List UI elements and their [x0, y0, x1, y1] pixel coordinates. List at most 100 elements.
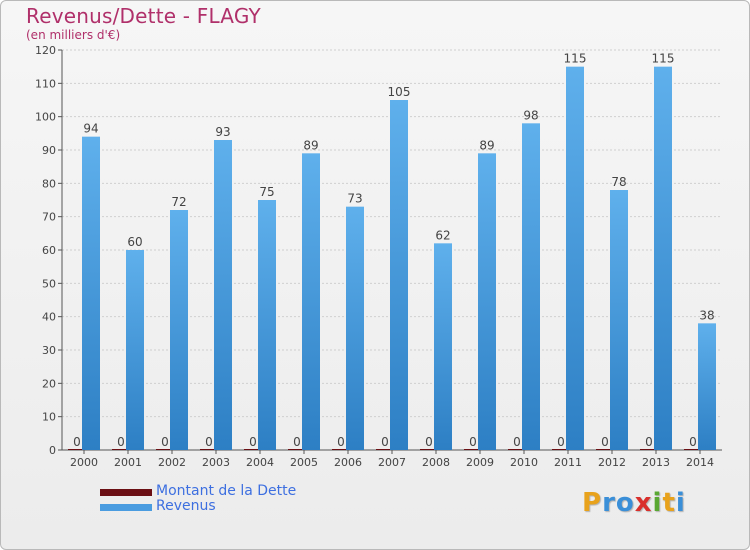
bar-dette [376, 449, 394, 450]
bar-revenus [434, 243, 452, 450]
bar-revenus [126, 250, 144, 450]
x-tick-label: 2002 [158, 456, 186, 469]
data-label-revenus: 115 [564, 52, 587, 66]
x-tick-label: 2012 [598, 456, 626, 469]
data-label-dette: 0 [557, 435, 565, 449]
x-tick-label: 2011 [554, 456, 582, 469]
x-tick-label: 2000 [70, 456, 98, 469]
y-tick-label: 20 [42, 377, 56, 390]
data-label-dette: 0 [337, 435, 345, 449]
x-tick-label: 2009 [466, 456, 494, 469]
data-label-revenus: 62 [435, 228, 450, 242]
bar-revenus [654, 66, 672, 451]
bar-revenus [170, 210, 188, 450]
bars [68, 66, 716, 451]
bar-revenus [214, 140, 232, 450]
bar-dette [68, 449, 86, 450]
logo-letter: i [675, 488, 686, 518]
bar-dette [332, 449, 350, 450]
bar-revenus [566, 66, 584, 451]
bar-dette [508, 449, 526, 450]
data-label-dette: 0 [601, 435, 609, 449]
data-label-revenus: 93 [215, 125, 230, 139]
bar-revenus [522, 123, 540, 450]
bar-dette [156, 449, 174, 450]
data-label-dette: 0 [513, 435, 521, 449]
data-label-dette: 0 [645, 435, 653, 449]
legend-swatch-dette [100, 489, 152, 496]
labels: 0 10 20 30 40 50 60 70 80 90 100 110 120 0 94 2000 0 60 20… [35, 44, 715, 469]
x-tick-label: 2001 [114, 456, 142, 469]
data-label-dette: 0 [381, 435, 389, 449]
bar-revenus [346, 206, 364, 450]
data-label-revenus: 89 [303, 138, 318, 152]
bar-dette [596, 449, 614, 450]
y-tick-label: 60 [42, 244, 56, 257]
bar-dette [640, 449, 658, 450]
data-label-dette: 0 [469, 435, 477, 449]
data-label-revenus: 72 [171, 195, 186, 209]
logo-letter: x [634, 488, 653, 518]
data-label-revenus: 98 [523, 108, 538, 122]
y-tick-label: 0 [49, 444, 56, 457]
logo-letter: r [602, 488, 616, 518]
chart-title: Revenus/Dette - FLAGY [26, 4, 261, 28]
data-label-revenus: 75 [259, 185, 274, 199]
data-label-revenus: 78 [611, 175, 626, 189]
x-tick-label: 2007 [378, 456, 406, 469]
x-tick-label: 2003 [202, 456, 230, 469]
x-tick-label: 2008 [422, 456, 450, 469]
chart-subtitle: (en milliers d'€) [26, 28, 121, 42]
data-label-revenus: 115 [652, 52, 675, 66]
data-label-dette: 0 [249, 435, 257, 449]
legend-label-dette: Montant de la Dette [156, 483, 297, 499]
x-tick-label: 2014 [686, 456, 714, 469]
y-tick-label: 30 [42, 344, 56, 357]
bar-revenus [610, 190, 628, 450]
data-label-revenus: 89 [479, 138, 494, 152]
y-tick-label: 80 [42, 177, 56, 190]
data-label-dette: 0 [205, 435, 213, 449]
bar-dette [200, 449, 218, 450]
y-tick-label: 50 [42, 277, 56, 290]
data-label-revenus: 38 [699, 308, 714, 322]
bar-revenus [302, 153, 320, 451]
proxiti-logo: Proxiti [582, 488, 686, 518]
logo-letter: o [615, 488, 635, 518]
y-tick-label: 70 [42, 211, 56, 224]
y-tick-label: 40 [42, 311, 56, 324]
y-tick-label: 10 [42, 411, 56, 424]
x-tick-label: 2004 [246, 456, 274, 469]
logo-letter: t [662, 488, 676, 518]
data-label-dette: 0 [425, 435, 433, 449]
bar-dette [552, 449, 570, 450]
x-tick-label: 2005 [290, 456, 318, 469]
bar-dette [288, 449, 306, 450]
bar-revenus [258, 200, 276, 450]
data-label-dette: 0 [689, 435, 697, 449]
data-label-dette: 0 [161, 435, 169, 449]
x-tick-label: 2013 [642, 456, 670, 469]
bar-dette [684, 449, 702, 450]
bar-revenus [390, 100, 408, 450]
data-label-revenus: 94 [83, 122, 98, 136]
data-label-dette: 0 [293, 435, 301, 449]
data-label-dette: 0 [73, 435, 81, 449]
data-label-dette: 0 [117, 435, 125, 449]
data-label-revenus: 73 [347, 192, 362, 206]
bar-dette [420, 449, 438, 450]
bar-revenus [698, 323, 716, 450]
logo-letter: i [652, 488, 663, 518]
data-label-revenus: 105 [388, 85, 411, 99]
bar-dette [464, 449, 482, 450]
bar-dette [112, 449, 130, 450]
y-tick-label: 90 [42, 144, 56, 157]
legend-swatch-revenus [100, 504, 152, 511]
bar-revenus [82, 136, 100, 450]
bar-dette [244, 449, 262, 450]
legend-label-revenus: Revenus [156, 498, 216, 514]
y-tick-label: 120 [35, 44, 56, 57]
bar-revenus [478, 153, 496, 451]
x-tick-label: 2006 [334, 456, 362, 469]
